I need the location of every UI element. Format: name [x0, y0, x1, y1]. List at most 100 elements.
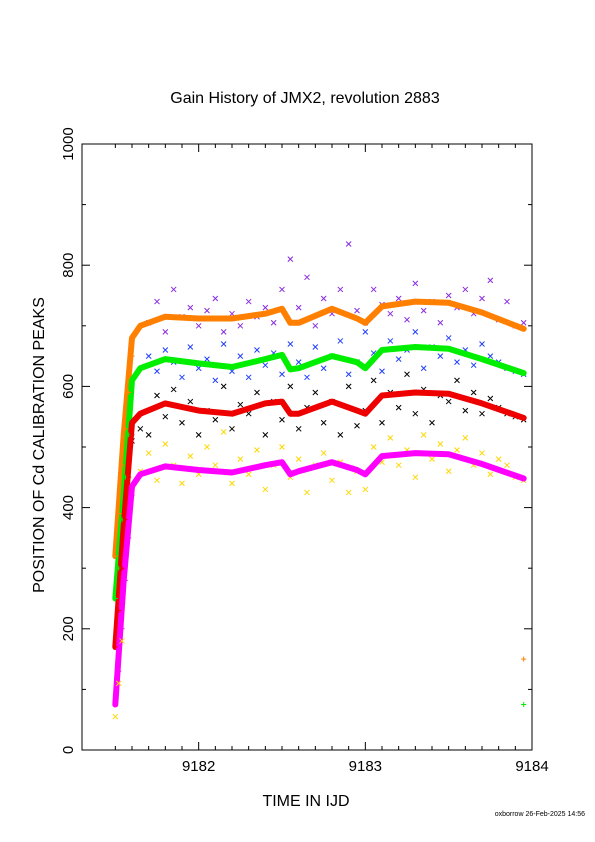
data-point	[129, 432, 135, 438]
data-point	[487, 353, 494, 359]
data-point	[119, 626, 125, 632]
series-11	[112, 492, 135, 708]
data-point	[245, 374, 252, 381]
data-point	[412, 329, 419, 335]
data-point	[254, 447, 260, 453]
series-12	[112, 638, 125, 720]
data-point	[420, 432, 427, 438]
y-tick-label: 800	[60, 253, 77, 278]
data-point	[379, 419, 385, 426]
data-point	[154, 298, 160, 305]
data-point	[429, 419, 435, 426]
data-point	[312, 322, 319, 329]
data-point	[462, 286, 469, 293]
data-point	[126, 535, 132, 541]
series-9	[112, 383, 527, 708]
data-point	[122, 517, 128, 523]
data-point	[404, 316, 410, 323]
data-point	[154, 477, 160, 484]
series-10	[112, 432, 135, 650]
data-point	[454, 359, 460, 366]
series-line	[112, 298, 527, 560]
y-tick-label: 200	[60, 616, 77, 641]
data-point	[387, 435, 394, 441]
data-point	[320, 419, 327, 426]
data-point	[129, 383, 135, 389]
data-point	[237, 456, 244, 462]
data-point	[370, 444, 377, 450]
x-tick-label: 9183	[349, 758, 382, 775]
data-point	[487, 395, 494, 402]
series-8	[112, 353, 527, 662]
data-marks	[112, 241, 527, 720]
data-point	[187, 398, 194, 405]
data-point	[445, 335, 452, 341]
data-point	[116, 668, 122, 674]
data-point	[279, 444, 285, 450]
data-point	[129, 492, 135, 498]
data-point	[220, 428, 227, 435]
data-point	[387, 338, 394, 344]
data-point	[387, 310, 394, 317]
data-point	[295, 304, 302, 311]
data-point	[204, 356, 210, 362]
data-point	[345, 371, 352, 378]
data-point	[287, 383, 294, 390]
data-point	[212, 377, 219, 384]
y-axis-label: POSITION OF Cd CALIBRATION PEAKS	[31, 297, 48, 593]
data-point	[115, 680, 122, 687]
x-axis-label: TIME IN IJD	[262, 793, 349, 810]
data-point	[445, 398, 452, 405]
data-point	[145, 353, 152, 359]
data-point	[162, 329, 169, 335]
data-point	[337, 338, 344, 344]
data-point	[170, 386, 177, 393]
data-point	[195, 322, 202, 329]
data-point	[262, 432, 269, 438]
data-point	[119, 462, 125, 468]
data-point	[437, 353, 444, 359]
data-point	[254, 389, 260, 396]
data-point	[195, 432, 202, 438]
data-point	[354, 307, 360, 314]
axis-ticks: 0 200 400 600 800 1000 9182 9183 9184	[60, 127, 549, 775]
x-tick-label: 9184	[515, 758, 548, 775]
data-point	[116, 511, 122, 517]
data-point	[395, 404, 402, 411]
data-point	[454, 447, 460, 453]
chart-title: Gain History of JMX2, revolution 2883	[170, 90, 440, 107]
data-point	[162, 347, 169, 353]
x-tick-label: 9182	[182, 758, 215, 775]
data-point	[345, 241, 352, 247]
data-point	[287, 256, 294, 262]
data-point	[162, 441, 169, 447]
data-point	[237, 322, 244, 329]
series-line	[112, 344, 527, 602]
data-point	[304, 374, 310, 381]
data-point	[179, 480, 185, 487]
data-point	[119, 565, 125, 571]
data-point	[304, 489, 310, 496]
plot-frame	[81, 143, 533, 751]
data-point	[112, 553, 118, 559]
data-point	[112, 644, 118, 650]
data-point	[295, 456, 302, 462]
data-point	[412, 474, 419, 481]
data-point	[354, 422, 360, 429]
data-point	[521, 656, 527, 662]
data-point	[262, 362, 269, 369]
data-point	[479, 295, 485, 302]
data-point	[320, 450, 327, 456]
data-point	[345, 383, 352, 390]
data-point	[395, 295, 402, 302]
data-point	[470, 362, 477, 369]
series-0	[112, 298, 527, 560]
data-point	[212, 295, 219, 302]
data-point	[204, 444, 210, 450]
data-point	[212, 462, 219, 469]
data-point	[504, 462, 510, 469]
data-point	[112, 713, 119, 720]
data-point	[154, 368, 160, 375]
y-tick-label: 600	[60, 374, 77, 399]
